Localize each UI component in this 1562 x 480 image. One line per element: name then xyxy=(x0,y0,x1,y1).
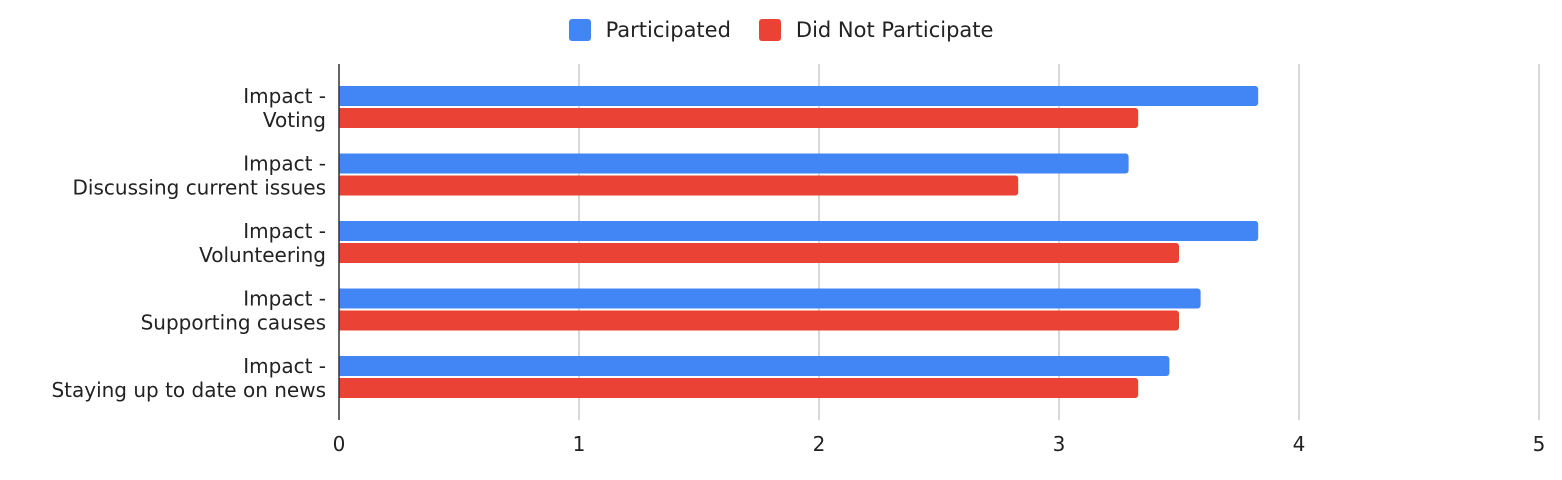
legend-item-participated: Participated xyxy=(568,18,731,42)
category-label-line: Voting xyxy=(263,108,326,132)
bar-participated xyxy=(339,153,1129,174)
x-tick-label: 1 xyxy=(573,432,586,456)
category-label: Impact -Discussing current issues xyxy=(73,152,326,200)
x-tick-label: 3 xyxy=(1053,432,1066,456)
category-label-line: Volunteering xyxy=(199,243,326,267)
category-label-line: Impact - xyxy=(243,219,326,243)
x-tick-label: 4 xyxy=(1293,432,1306,456)
bar-did-not-participate xyxy=(339,243,1179,263)
category-label: Impact -Supporting causes xyxy=(141,287,326,335)
bar-participated xyxy=(339,288,1201,309)
bar-did-not-participate xyxy=(338,378,1139,398)
bar-did-not-participate xyxy=(339,175,1019,196)
category-label-line: Supporting causes xyxy=(141,311,326,335)
category-label-line: Impact - xyxy=(243,354,326,378)
bar-participated xyxy=(338,221,1259,241)
category-label-line: Impact - xyxy=(243,287,326,311)
x-tick-label: 5 xyxy=(1533,432,1546,456)
category-label: Impact -Staying up to date on news xyxy=(51,354,326,402)
legend-swatch-participated xyxy=(568,19,591,41)
bar-did-not-participate xyxy=(338,108,1139,128)
legend-swatch-did-not-participate xyxy=(758,19,781,41)
x-tick-label: 2 xyxy=(813,432,826,456)
category-label-line: Impact - xyxy=(243,84,326,108)
legend-label-participated: Participated xyxy=(605,18,731,42)
bar-participated xyxy=(339,356,1170,376)
category-label-line: Discussing current issues xyxy=(73,176,326,200)
bar-participated xyxy=(338,86,1259,106)
legend-item-did-not-participate: Did Not Participate xyxy=(758,18,994,42)
legend: Participated Did Not Participate xyxy=(0,18,1562,42)
category-label: Impact -Volunteering xyxy=(199,219,326,267)
category-label-line: Impact - xyxy=(243,152,326,176)
bar-did-not-participate xyxy=(339,310,1179,331)
category-label-line: Staying up to date on news xyxy=(51,378,326,402)
legend-label-did-not-participate: Did Not Participate xyxy=(795,18,994,42)
x-tick-label: 0 xyxy=(333,432,346,456)
category-label: Impact -Voting xyxy=(243,84,326,132)
